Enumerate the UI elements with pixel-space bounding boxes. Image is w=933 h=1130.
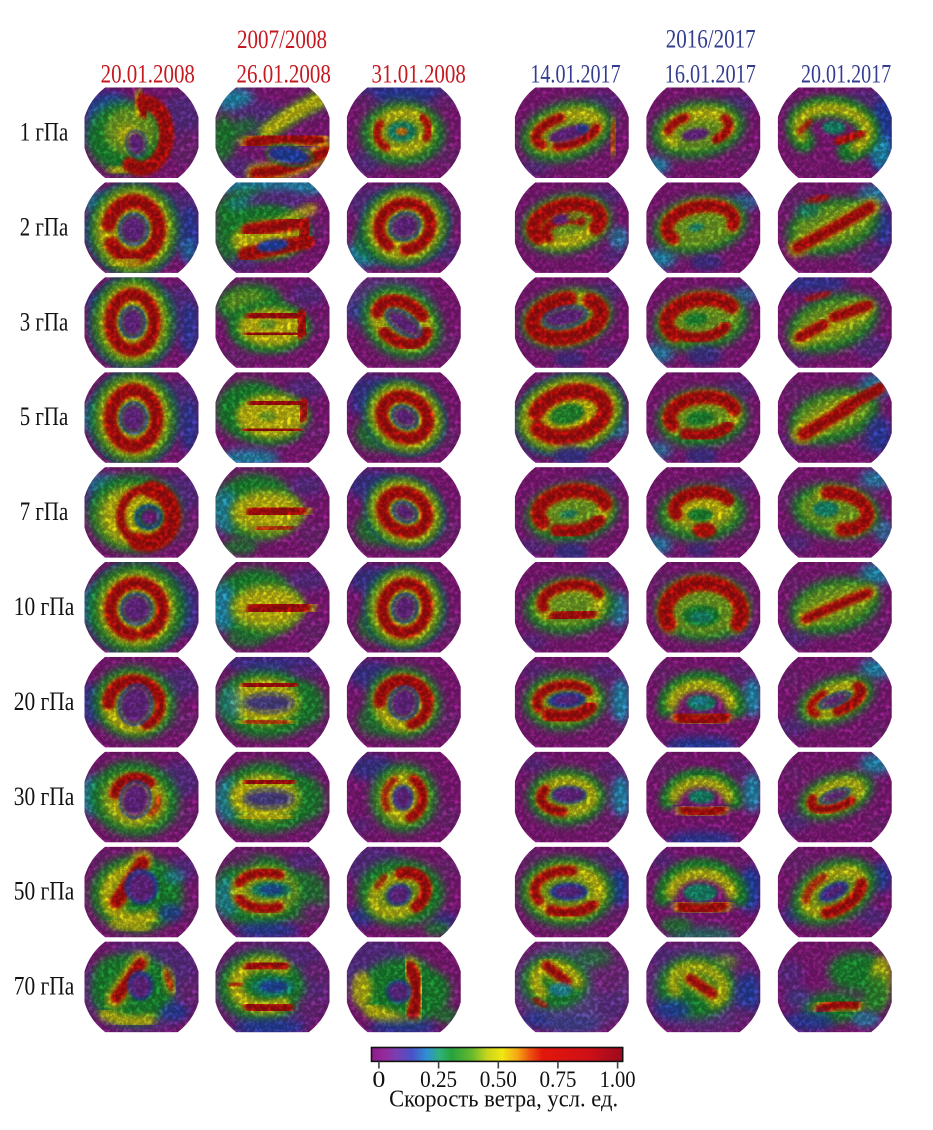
svg-text:70 гПа: 70 гПа [14,972,75,1001]
svg-text:20.01.2008: 20.01.2008 [101,58,195,88]
svg-text:1.00: 1.00 [600,1067,636,1092]
svg-text:31.01.2008: 31.01.2008 [372,58,466,88]
svg-text:Скорость ветра, усл. ед.: Скорость ветра, усл. ед. [389,1087,618,1113]
svg-text:2007/2008: 2007/2008 [237,24,327,54]
svg-text:10 гПа: 10 гПа [14,592,75,621]
svg-text:20.01.2017: 20.01.2017 [801,58,891,88]
svg-text:2 гПа: 2 гПа [20,212,69,241]
svg-text:0.50: 0.50 [480,1067,517,1092]
svg-text:0.75: 0.75 [540,1067,577,1092]
svg-text:26.01.2008: 26.01.2008 [237,58,331,88]
svg-text:0.25: 0.25 [420,1067,457,1092]
svg-text:5 гПа: 5 гПа [20,402,69,431]
svg-text:20 гПа: 20 гПа [14,687,75,716]
svg-text:16.01.2017: 16.01.2017 [665,58,756,88]
svg-text:30 гПа: 30 гПа [14,782,75,811]
svg-text:14.01.2017: 14.01.2017 [530,58,620,88]
svg-text:50 гПа: 50 гПа [14,877,75,906]
svg-text:1 гПа: 1 гПа [20,118,69,147]
svg-text:7 гПа: 7 гПа [20,497,69,526]
svg-text:0: 0 [372,1067,385,1092]
svg-text:3 гПа: 3 гПа [20,307,69,336]
svg-text:2016/2017: 2016/2017 [666,24,756,54]
